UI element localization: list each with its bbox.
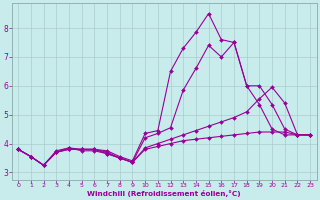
X-axis label: Windchill (Refroidissement éolien,°C): Windchill (Refroidissement éolien,°C) [87,190,241,197]
